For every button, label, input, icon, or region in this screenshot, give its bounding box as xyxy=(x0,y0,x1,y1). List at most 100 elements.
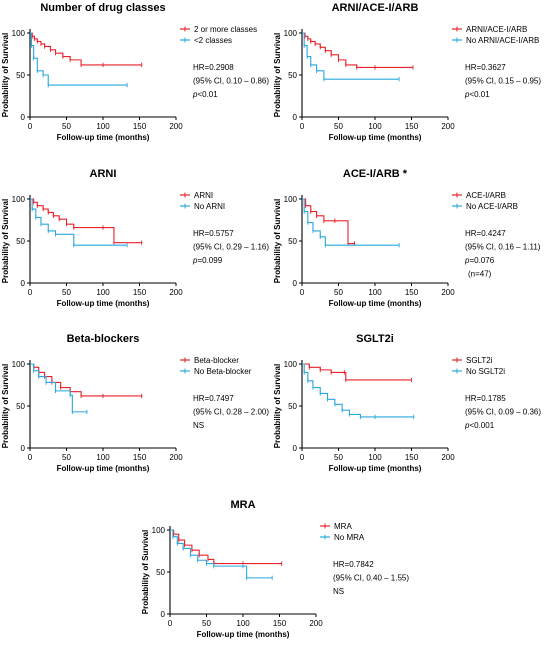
x-tick-label: 50 xyxy=(202,619,211,628)
x-axis-label: Follow-up time (months) xyxy=(329,299,422,308)
x-tick-label: 150 xyxy=(133,122,147,131)
x-tick-label: 200 xyxy=(169,122,183,131)
y-tick-label: 50 xyxy=(156,568,165,577)
x-tick-label: 150 xyxy=(405,453,419,462)
legend-entry: No ARNI xyxy=(194,202,225,211)
stat-line: NS xyxy=(193,421,204,430)
legend-entry: ARNI/ACE-I/ARB xyxy=(466,25,527,34)
x-tick-label: 50 xyxy=(62,122,71,131)
x-tick-label: 100 xyxy=(368,453,382,462)
x-axis-label: Follow-up time (months) xyxy=(57,299,150,308)
legend-entry: No SGLT2i xyxy=(466,367,505,376)
chart-title: SGLT2i xyxy=(356,333,394,345)
x-tick-label: 0 xyxy=(168,619,173,628)
survival-curve-untreated xyxy=(30,32,128,86)
survival-curve-treated xyxy=(302,198,355,245)
y-tick-label: 50 xyxy=(16,237,25,246)
x-axis-label: Follow-up time (months) xyxy=(57,133,150,142)
survival-curve-treated xyxy=(30,363,142,397)
x-tick-label: 50 xyxy=(62,288,71,297)
chart-title: MRA xyxy=(230,499,255,511)
y-tick-label: 50 xyxy=(16,402,25,411)
y-axis-label: Probability of Survival xyxy=(1,364,10,448)
stat-line: HR=0.7842 xyxy=(333,560,374,569)
x-tick-label: 0 xyxy=(300,288,305,297)
x-tick-label: 0 xyxy=(300,122,305,131)
x-tick-label: 200 xyxy=(441,453,455,462)
km-panel: Beta-blockers 0 50 100 0 50 100 150 200 Follow-up… xyxy=(1,333,269,473)
y-tick-label: 100 xyxy=(12,360,26,369)
p-value: p<0.001 xyxy=(464,421,495,430)
y-axis-label: Probability of Survival xyxy=(1,33,10,117)
p-value: p<0.01 xyxy=(192,90,218,99)
x-tick-label: 50 xyxy=(62,453,71,462)
legend-entry: No ACE-I/ARB xyxy=(466,202,518,211)
y-tick-label: 0 xyxy=(293,444,298,453)
legend-entry: MRA xyxy=(334,522,352,531)
x-axis-label: Follow-up time (months) xyxy=(197,630,290,639)
chart-title: ACE-I/ARB * xyxy=(343,168,408,180)
legend-entry: <2 classes xyxy=(194,36,232,45)
survival-curve-untreated xyxy=(302,198,400,246)
legend-entry: SGLT2i xyxy=(466,356,493,365)
y-tick-label: 100 xyxy=(12,29,26,38)
x-tick-label: 0 xyxy=(28,122,33,131)
p-value: p=0.076 xyxy=(464,256,495,265)
x-tick-label: 100 xyxy=(368,288,382,297)
stat-line: HR=0.4247 xyxy=(465,229,506,238)
survival-curve-treated xyxy=(302,32,413,68)
survival-curve-untreated xyxy=(30,363,87,413)
x-tick-label: 0 xyxy=(28,453,33,462)
survival-curve-treated xyxy=(30,32,142,66)
y-tick-label: 0 xyxy=(21,279,26,288)
stat-line: (95% CI, 0.10 – 0.86) xyxy=(193,77,269,86)
x-tick-label: 150 xyxy=(405,288,419,297)
x-tick-label: 150 xyxy=(273,619,287,628)
x-tick-label: 0 xyxy=(300,453,305,462)
stat-line: (95% CI, 0.29 – 1.16) xyxy=(193,243,269,252)
y-tick-label: 0 xyxy=(161,610,166,619)
legend-entry: No MRA xyxy=(334,533,365,542)
legend-entry: ACE-I/ARB xyxy=(466,191,506,200)
survival-curve-untreated xyxy=(170,529,273,579)
legend-entry: Beta-blocker xyxy=(194,356,239,365)
km-panel: Number of drug classes 0 50 100 0 50 100 150 200… xyxy=(1,2,269,142)
x-tick-label: 0 xyxy=(28,288,33,297)
y-tick-label: 50 xyxy=(288,71,297,80)
y-axis-label: Probability of Survival xyxy=(273,33,282,117)
stat-line: (95% CI, 0.40 – 1.55) xyxy=(333,574,409,583)
chart-title: ARNI xyxy=(90,168,117,180)
x-tick-label: 100 xyxy=(96,288,110,297)
stat-line: NS xyxy=(333,587,344,596)
y-axis-label: Probability of Survival xyxy=(273,199,282,283)
p-value: p=0.099 xyxy=(192,256,223,265)
legend-entry: 2 or more classes xyxy=(194,25,257,34)
stat-line: HR=0.3627 xyxy=(465,63,506,72)
x-tick-label: 200 xyxy=(441,288,455,297)
km-panel: SGLT2i 0 50 100 0 50 100 150 200 Follow-up time (… xyxy=(273,333,541,473)
stat-line: HR=0.2908 xyxy=(193,63,234,72)
survival-curve-untreated xyxy=(302,363,414,418)
y-tick-label: 50 xyxy=(16,71,25,80)
y-tick-label: 100 xyxy=(284,29,298,38)
x-tick-label: 200 xyxy=(441,122,455,131)
x-tick-label: 200 xyxy=(309,619,323,628)
km-panel: ARNI 0 50 100 0 50 100 150 200 Follow-up time (mo… xyxy=(1,168,269,308)
y-tick-label: 0 xyxy=(293,279,298,288)
chart-title: ARNI/ACE-I/ARB xyxy=(332,2,419,14)
chart-title: Beta-blockers xyxy=(67,333,140,345)
x-tick-label: 100 xyxy=(96,453,110,462)
y-axis-label: Probability of Survival xyxy=(141,530,150,614)
x-tick-label: 50 xyxy=(334,122,343,131)
legend-entry: ARNI xyxy=(194,191,213,200)
x-tick-label: 100 xyxy=(236,619,250,628)
stat-line: (95% CI, 0.09 – 0.36) xyxy=(465,408,541,417)
survival-curve-treated xyxy=(170,529,282,565)
chart-title: Number of drug classes xyxy=(40,2,165,14)
stat-line: HR=0.7497 xyxy=(193,394,234,403)
y-tick-label: 0 xyxy=(293,113,298,122)
x-tick-label: 100 xyxy=(96,122,110,131)
x-tick-label: 50 xyxy=(334,453,343,462)
survival-curve-treated xyxy=(30,198,142,244)
